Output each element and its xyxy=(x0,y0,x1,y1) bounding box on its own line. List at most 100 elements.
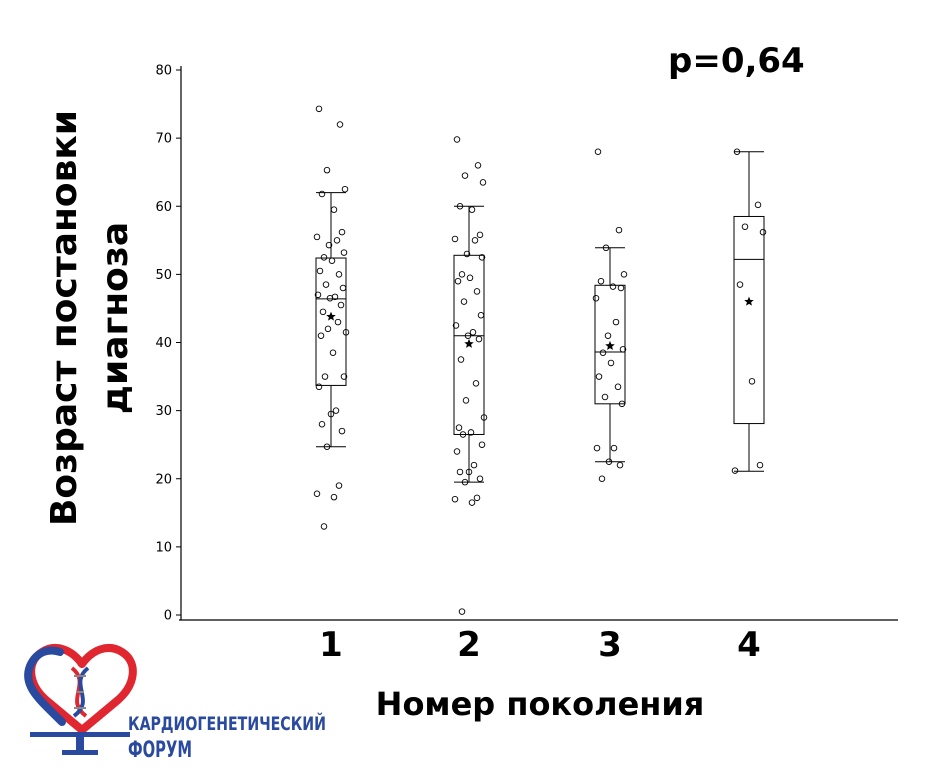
data-point xyxy=(612,318,620,326)
mean-marker xyxy=(605,340,615,350)
data-point xyxy=(473,494,481,502)
data-point xyxy=(468,499,476,506)
data-point xyxy=(461,478,469,486)
data-point xyxy=(474,162,482,169)
data-point xyxy=(454,277,462,285)
y-tick-label: 20 xyxy=(155,472,172,487)
data-point xyxy=(475,335,483,343)
x-tick-label-1: 1 xyxy=(319,625,343,665)
data-point xyxy=(463,250,471,258)
boxes xyxy=(313,105,767,615)
data-point xyxy=(340,373,348,380)
data-point xyxy=(614,383,622,391)
data-point xyxy=(342,329,350,336)
data-point xyxy=(458,608,466,615)
data-point xyxy=(459,431,467,438)
data-point xyxy=(472,380,480,387)
data-point xyxy=(471,237,479,244)
data-point xyxy=(340,249,348,256)
data-point xyxy=(318,190,326,198)
data-point xyxy=(323,443,331,450)
data-point xyxy=(620,271,628,278)
logo-line1: КАРДИОГЕНЕТИЧЕСКИЙ xyxy=(128,712,326,735)
data-point xyxy=(598,475,606,483)
data-point xyxy=(607,359,615,367)
data-point xyxy=(615,226,623,234)
data-point xyxy=(339,284,347,292)
data-point xyxy=(593,444,601,452)
logo-line2: ФОРУМ xyxy=(128,738,192,763)
data-point xyxy=(478,254,486,261)
y-tick-label: 0 xyxy=(164,609,172,624)
iqr-box xyxy=(594,284,626,405)
x-tick-labels: 1 2 3 4 xyxy=(319,625,761,665)
data-point xyxy=(323,166,331,174)
data-point xyxy=(476,475,484,483)
data-point xyxy=(320,523,328,530)
data-point xyxy=(733,148,741,155)
data-point xyxy=(602,244,610,252)
data-point xyxy=(457,356,465,363)
data-point xyxy=(326,294,334,302)
data-point xyxy=(759,228,767,236)
y-tick-label: 60 xyxy=(155,200,172,215)
data-point xyxy=(452,322,460,329)
data-point xyxy=(594,148,602,155)
logo: КАРДИОГЕНЕТИЧЕСКИЙ ФОРУМ xyxy=(24,644,326,763)
data-point xyxy=(597,277,605,285)
data-point xyxy=(610,444,618,452)
data-point xyxy=(748,378,756,385)
data-point xyxy=(618,400,626,408)
y-tick-label: 80 xyxy=(155,64,172,79)
x-tick-label-2: 2 xyxy=(457,625,481,665)
data-point xyxy=(453,136,461,143)
data-point xyxy=(329,349,337,356)
data-point xyxy=(601,393,609,401)
data-point xyxy=(595,373,603,380)
data-point xyxy=(324,325,332,333)
data-point xyxy=(619,346,627,353)
data-point xyxy=(314,291,322,299)
data-point xyxy=(456,202,464,210)
data-point xyxy=(741,223,749,230)
y-axis-label-line1: Возраст постановки xyxy=(44,110,85,526)
y-tick-label: 70 xyxy=(155,132,172,147)
y-axis-label-line2: диагноза xyxy=(95,222,136,414)
y-tick-label: 50 xyxy=(155,268,172,283)
data-point xyxy=(322,281,330,288)
data-point xyxy=(335,271,343,278)
data-point xyxy=(461,172,469,179)
data-point xyxy=(470,461,478,469)
data-point xyxy=(328,257,336,265)
box-group-4 xyxy=(731,148,767,474)
data-point xyxy=(731,467,739,474)
data-point xyxy=(460,298,468,305)
data-point xyxy=(330,206,338,213)
data-point xyxy=(315,105,323,113)
data-point xyxy=(469,329,477,336)
data-point xyxy=(453,448,461,455)
data-point xyxy=(320,254,328,261)
data-point xyxy=(313,490,321,497)
data-point xyxy=(315,383,323,391)
data-point xyxy=(478,441,486,448)
data-point xyxy=(479,179,487,186)
data-point xyxy=(318,421,326,428)
data-point xyxy=(473,288,481,295)
data-point xyxy=(325,241,333,249)
data-point xyxy=(736,281,744,288)
data-point xyxy=(330,493,338,501)
data-point xyxy=(338,427,346,435)
data-point xyxy=(754,201,762,209)
y-tick-label: 40 xyxy=(155,336,172,351)
data-point xyxy=(476,231,484,239)
data-point xyxy=(462,397,470,404)
data-point xyxy=(333,237,341,244)
data-point xyxy=(616,461,624,469)
data-point xyxy=(592,294,600,302)
iqr-box xyxy=(733,215,765,425)
y-tick-labels: 0 10 20 30 40 50 60 70 80 xyxy=(155,64,172,624)
y-axis-label: Возраст постановки диагноза xyxy=(44,110,136,526)
box-group-2 xyxy=(451,136,488,615)
